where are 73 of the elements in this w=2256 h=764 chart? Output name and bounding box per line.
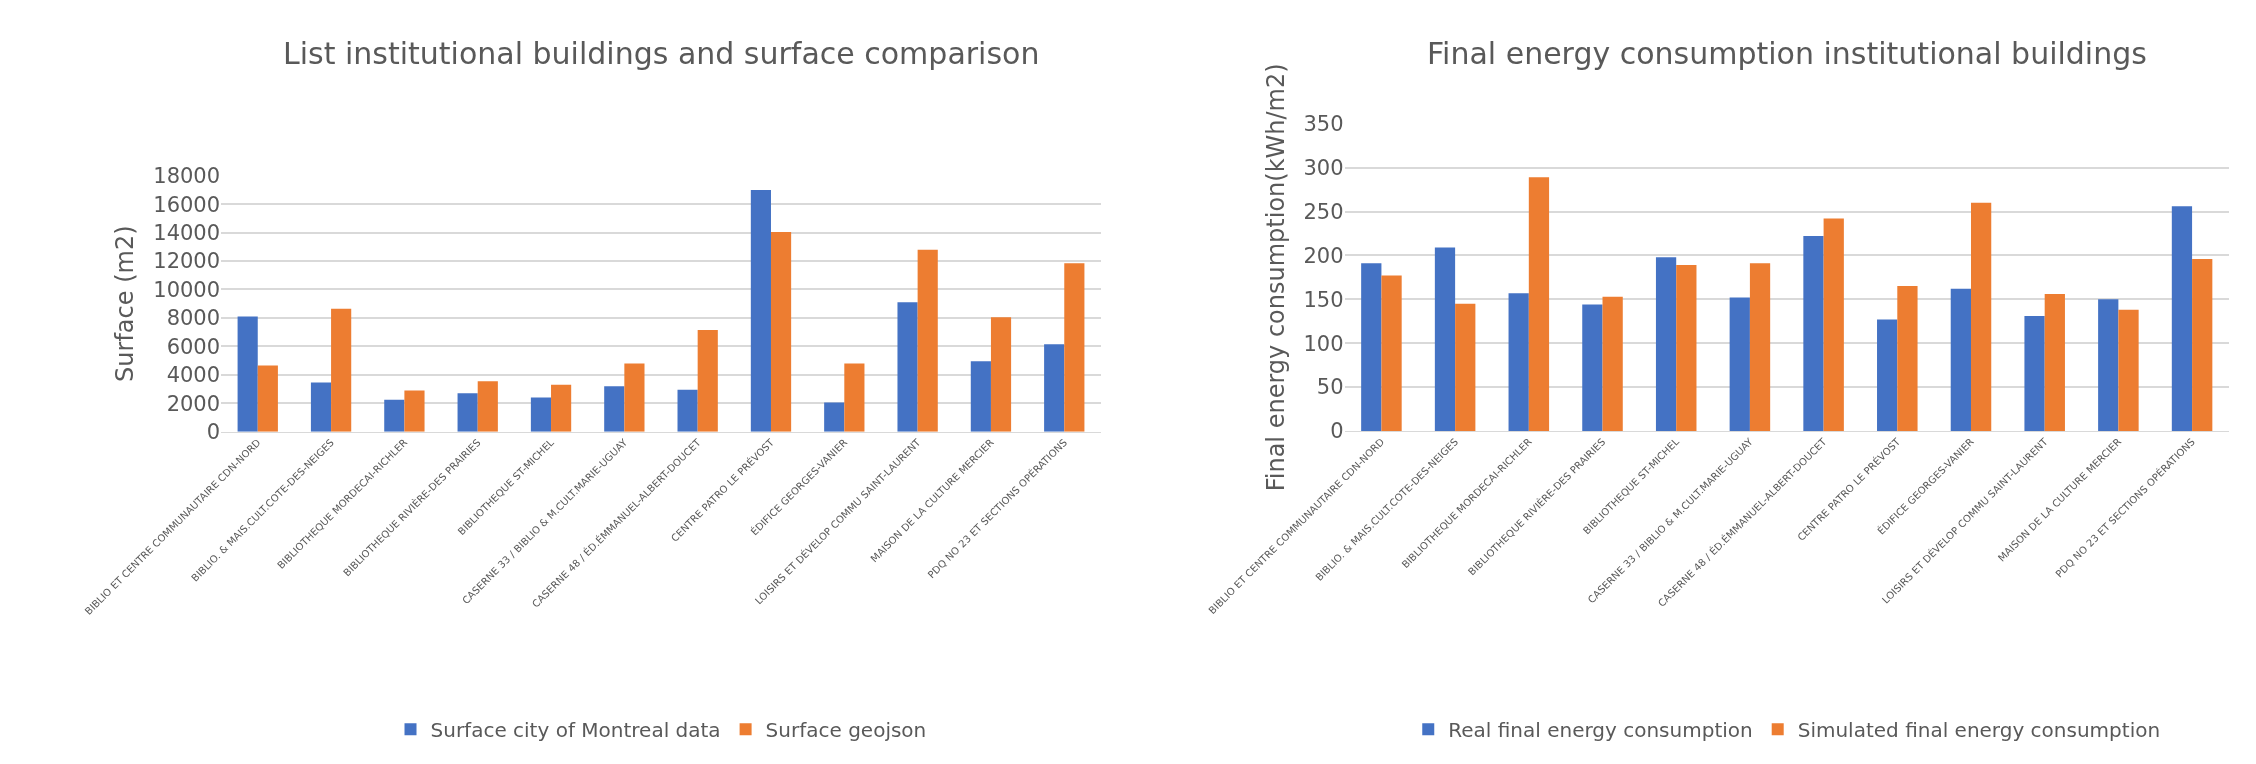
bar <box>677 389 698 432</box>
bar <box>310 382 332 432</box>
bar <box>2192 258 2213 431</box>
bar <box>331 308 352 432</box>
bar <box>457 393 478 432</box>
chart-title: Final energy consumption institutional buildings <box>1427 36 2147 71</box>
bar <box>1044 344 1065 432</box>
bar <box>2098 299 2119 431</box>
bar <box>1602 296 1623 431</box>
bar <box>2118 309 2139 431</box>
y-tick-label: 2000 <box>166 391 221 416</box>
y-tick-label: 0 <box>206 420 221 445</box>
y-tick-label: 300 <box>1303 156 1344 180</box>
bar <box>917 249 938 432</box>
y-tick-label: 8000 <box>166 306 221 331</box>
bar <box>1749 263 1771 431</box>
bar <box>1655 257 1677 431</box>
bar <box>1455 303 1476 431</box>
y-tick-label: 12000 <box>153 249 221 274</box>
legend-label: Surface geojson <box>765 718 927 743</box>
y-tick-label: 4000 <box>166 363 221 388</box>
bar <box>404 390 425 432</box>
bar <box>1582 304 1603 431</box>
bar <box>1971 202 1992 431</box>
bar <box>530 397 552 432</box>
bar <box>604 386 625 432</box>
y-tick-label: 0 <box>1330 419 1344 444</box>
bar <box>237 316 258 432</box>
y-tick-label: 18000 <box>153 164 221 189</box>
bar <box>1434 247 1456 431</box>
bar <box>770 231 792 432</box>
bar <box>1508 293 1529 431</box>
y-tick-label: 6000 <box>166 334 221 359</box>
bar <box>1381 275 1402 431</box>
y-axis-title: Surface (m2) <box>111 225 140 382</box>
bar <box>2024 315 2045 431</box>
bar <box>1729 297 1750 431</box>
bar <box>844 363 865 432</box>
y-tick-label: 350 <box>1303 112 1344 137</box>
chart-title: List institutional buildings and surface comparison <box>283 36 1040 71</box>
bar <box>1361 263 1382 431</box>
y-tick-label: 14000 <box>153 220 221 245</box>
bar <box>477 381 498 432</box>
legend-label: Real final energy consumption <box>1448 718 1753 743</box>
bar <box>551 384 572 432</box>
legend-label: Simulated final energy consumption <box>1797 718 2161 743</box>
bar <box>1676 265 1697 431</box>
y-tick-label: 10000 <box>153 277 221 302</box>
bar <box>384 399 405 432</box>
y-tick-label: 200 <box>1303 243 1344 268</box>
legend-label: Surface city of Montreal data <box>430 718 721 743</box>
y-tick-label: 16000 <box>153 192 221 217</box>
bar <box>897 302 918 432</box>
bar <box>970 361 991 432</box>
bar <box>1950 288 1971 431</box>
bar <box>1064 263 1085 432</box>
bar <box>1877 319 1898 431</box>
y-tick-label: 50 <box>1316 375 1344 400</box>
bar <box>1528 177 1550 431</box>
bar <box>2044 294 2065 431</box>
bar <box>1823 218 1844 431</box>
bar <box>257 365 278 432</box>
y-tick-label: 100 <box>1303 331 1344 356</box>
bar <box>824 402 845 432</box>
y-tick-label: 250 <box>1303 199 1344 224</box>
bar <box>990 317 1012 432</box>
y-tick-label: 150 <box>1303 287 1344 312</box>
bar <box>697 329 718 432</box>
bar <box>624 363 645 432</box>
bar <box>2171 206 2193 431</box>
bar <box>1803 236 1824 431</box>
bar <box>1897 286 1918 431</box>
bar <box>750 189 771 432</box>
